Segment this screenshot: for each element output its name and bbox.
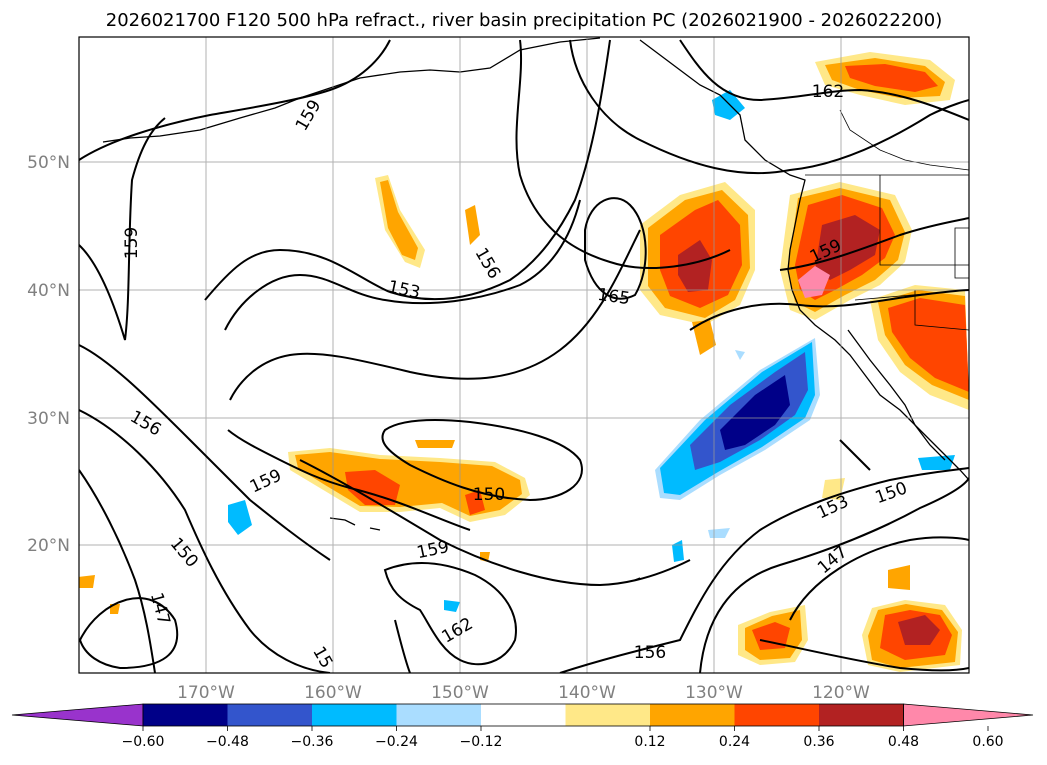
political-borders	[805, 109, 969, 331]
refractivity-contours	[79, 39, 969, 673]
lon-label: 150°W	[431, 683, 489, 703]
lat-label: 20°N	[27, 536, 70, 556]
lon-label: 160°W	[304, 683, 362, 703]
lat-label: 30°N	[27, 409, 70, 429]
colorbar-tick-label: −0.24	[375, 734, 418, 750]
colorbar-swatch	[143, 704, 228, 726]
colorbar-swatch	[734, 704, 819, 726]
map-frame	[78, 36, 970, 674]
colorbar-tick-label: 0.12	[634, 734, 665, 750]
colorbar-swatch	[227, 704, 312, 726]
map-area: 159 162 159 156 153 165 159 156 159 150 …	[79, 37, 969, 673]
lon-label: 140°W	[558, 683, 616, 703]
colorbar-swatch	[312, 704, 397, 726]
colorbar-swatch	[650, 704, 735, 726]
colorbar-extend-low	[11, 703, 144, 727]
contour-labels: 159 162 159 156 153 165 159 156 159 150 …	[122, 82, 910, 672]
lat-label: 40°N	[27, 281, 70, 301]
map-title: 2026021700 F120 500 hPa refract., river …	[106, 10, 942, 31]
colorbar-tick-label: −0.36	[291, 734, 334, 750]
longitude-labels: 170°W 160°W 150°W 140°W 130°W 120°W	[177, 683, 870, 703]
lon-label: 130°W	[685, 683, 743, 703]
contour-label: 156	[634, 643, 666, 663]
contour-label: 162	[812, 82, 844, 102]
colorbar-tick-label: −0.48	[206, 734, 249, 750]
colorbar-tick-label: −0.12	[460, 734, 503, 750]
colorbar-swatch	[819, 704, 904, 726]
colorbar-tick-label: 0.24	[719, 734, 750, 750]
colorbar-tick-label: 0.48	[888, 734, 919, 750]
contour-label: 159	[122, 227, 142, 259]
lon-label: 170°W	[177, 683, 235, 703]
contour-label: 150	[473, 485, 505, 505]
colorbar-swatch	[396, 704, 481, 726]
colorbar-outline	[142, 703, 904, 727]
precip-positive-shading	[79, 52, 969, 672]
colorbar: −0.60 −0.48 −0.36 −0.24 −0.12 0.12 0.24 0.36 0.4…	[11, 703, 1034, 750]
colorbar-tick-label: 0.36	[803, 734, 834, 750]
lat-label: 50°N	[27, 153, 70, 173]
colorbar-swatch	[481, 704, 566, 726]
lon-label: 120°W	[812, 683, 870, 703]
colorbar-tick-label: 0.60	[972, 734, 1003, 750]
colorbar-extend-high	[903, 703, 1034, 727]
colorbar-tick-label: −0.60	[122, 734, 165, 750]
contour-label: 165	[596, 285, 631, 309]
colorbar-swatch	[565, 704, 650, 726]
latitude-labels: 50°N 40°N 30°N 20°N	[27, 153, 70, 556]
